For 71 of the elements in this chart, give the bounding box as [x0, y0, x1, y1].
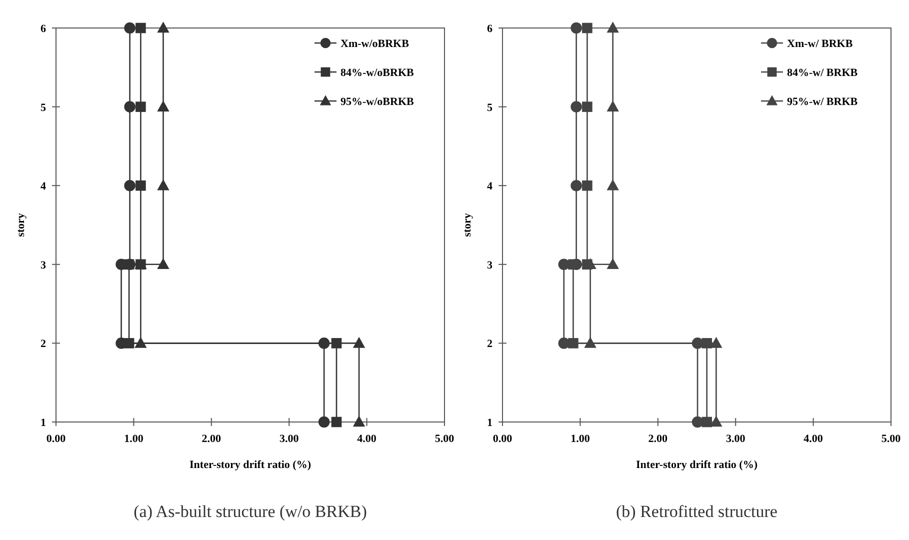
- point: [318, 416, 330, 428]
- point: [607, 22, 618, 33]
- point: [582, 22, 592, 34]
- x-tick-label: 5.00: [434, 433, 455, 445]
- point: [607, 101, 618, 112]
- x-axis-title: Inter-story drift ratio (%): [190, 459, 312, 471]
- y-axis-title: story: [15, 212, 27, 237]
- point: [568, 259, 578, 270]
- text: (a) As-built structure (w/o BRKB): [134, 502, 367, 521]
- point: [582, 102, 592, 112]
- point: [710, 416, 722, 427]
- x-tick-label: 4.00: [804, 433, 824, 445]
- point: [710, 338, 722, 348]
- x-tick-label: 3.00: [279, 433, 300, 445]
- legend-label: 84%-w/oBRKB: [340, 67, 414, 79]
- legend-label: Xm-w/oBRKB: [340, 38, 410, 50]
- y-tick-label: 5: [487, 102, 493, 114]
- point: [558, 338, 570, 349]
- point: [570, 22, 582, 34]
- point: [702, 416, 712, 428]
- y-axis-title: story: [462, 212, 474, 237]
- point: [136, 180, 146, 191]
- x-tick-label: 1.00: [124, 433, 144, 445]
- x-axis-title: Inter-story drift ratio (%): [636, 459, 758, 471]
- point: [582, 180, 592, 191]
- legend-label: Xm-w/ BRKB: [787, 38, 854, 50]
- y-tick-label: 3: [487, 259, 493, 272]
- point: [353, 338, 365, 348]
- y-tick-label: 6: [487, 23, 493, 35]
- point: [136, 102, 146, 112]
- y-tick-label: 4: [487, 180, 493, 193]
- point: [353, 416, 365, 427]
- legend-label: 95%-w/oBRKB: [340, 96, 414, 108]
- point: [158, 22, 169, 33]
- point: [124, 22, 136, 34]
- x-tick-label: 5.00: [881, 433, 902, 445]
- y-tick-label: 6: [40, 23, 46, 35]
- point: [124, 101, 136, 112]
- x-tick-label: 1.00: [570, 433, 590, 445]
- point: [124, 180, 136, 192]
- point: [607, 180, 618, 190]
- legend-label: 84%-w/ BRKB: [787, 67, 858, 79]
- text: (b) Retrofitted structure: [616, 502, 778, 521]
- point: [331, 416, 342, 428]
- point: [692, 416, 704, 428]
- y-tick-label: 1: [40, 417, 46, 429]
- point: [568, 338, 578, 348]
- point: [570, 180, 582, 192]
- x-tick-label: 4.00: [357, 433, 377, 445]
- x-tick-label: 3.00: [726, 433, 746, 445]
- legend-label: 95%-w/ BRKB: [787, 96, 858, 108]
- y-tick-label: 3: [40, 259, 46, 272]
- y-tick-label: 2: [40, 338, 46, 350]
- x-tick-label: 2.00: [648, 433, 668, 445]
- point: [135, 338, 146, 348]
- y-tick-label: 1: [487, 417, 492, 429]
- point: [570, 101, 582, 112]
- y-tick-label: 4: [40, 180, 46, 193]
- x-tick-label: 0.00: [46, 433, 66, 445]
- point: [584, 338, 596, 348]
- point: [124, 338, 134, 348]
- x-tick-label: 0.00: [492, 433, 513, 445]
- y-tick-label: 2: [487, 338, 493, 350]
- point: [607, 258, 618, 270]
- point: [136, 22, 146, 34]
- x-tick-label: 2.00: [202, 433, 222, 445]
- point: [158, 180, 169, 190]
- point: [558, 258, 570, 270]
- point: [158, 101, 169, 112]
- y-tick-label: 5: [40, 102, 46, 114]
- point: [158, 258, 169, 270]
